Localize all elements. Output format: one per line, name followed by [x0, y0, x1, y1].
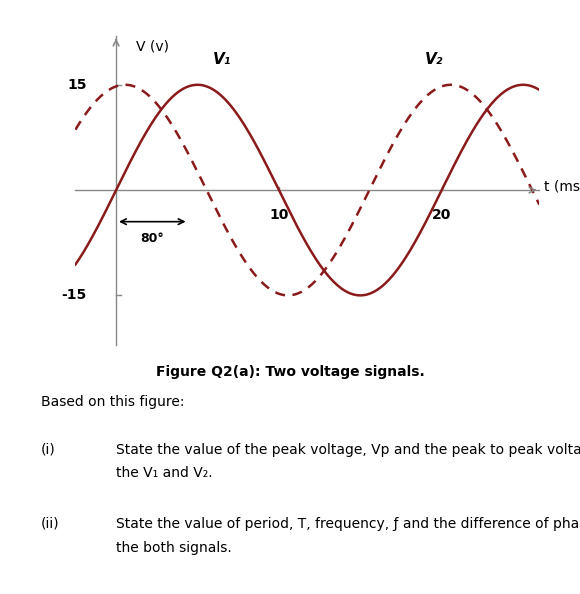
Text: V (v): V (v)	[136, 39, 169, 53]
Text: t (ms): t (ms)	[544, 179, 580, 194]
Text: State the value of period, T, frequency, ƒ and the difference of phase angle of: State the value of period, T, frequency,…	[116, 517, 580, 531]
Text: 20: 20	[432, 208, 451, 222]
Text: Figure Q2(a): Two voltage signals.: Figure Q2(a): Two voltage signals.	[155, 365, 425, 380]
Text: the both signals.: the both signals.	[116, 541, 232, 555]
Text: Based on this figure:: Based on this figure:	[41, 395, 184, 409]
Text: the V₁ and V₂.: the V₁ and V₂.	[116, 466, 213, 481]
Text: -15: -15	[61, 288, 87, 302]
Text: (ii): (ii)	[41, 517, 59, 531]
Text: 15: 15	[67, 78, 87, 92]
Text: 10: 10	[269, 208, 289, 222]
Text: State the value of the peak voltage, Vp and the peak to peak voltage, Vp-p for: State the value of the peak voltage, Vp …	[116, 443, 580, 457]
Text: 80°: 80°	[140, 232, 164, 245]
Text: (i): (i)	[41, 443, 55, 457]
Text: V₂: V₂	[425, 52, 443, 67]
Text: V₁: V₁	[213, 52, 231, 67]
